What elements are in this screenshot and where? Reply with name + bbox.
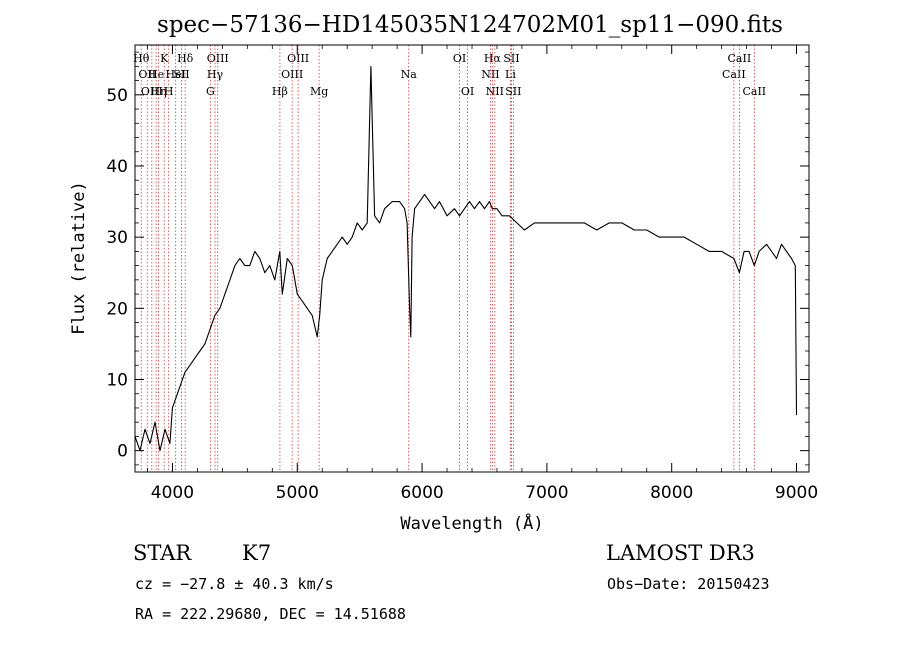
spectral-line-label: OI	[461, 85, 474, 98]
spectral-line-label: Mg	[310, 85, 328, 98]
x-tick-label: 9000	[775, 483, 818, 503]
y-tick-label: 30	[106, 228, 128, 248]
x-tick-label: 6000	[400, 483, 443, 503]
spectral-line-label: OI	[453, 52, 466, 65]
survey-name: LAMOST DR3	[606, 541, 755, 565]
spectral-line-markers: HθOIIOIIIHeHηKHHeISIIHδGHγOIIIHβOIIIOIII…	[133, 45, 766, 472]
spectral-line-label: CaII	[742, 85, 766, 98]
spectral-line-label: SII	[505, 85, 521, 98]
y-tick-label: 0	[117, 442, 128, 462]
object-subclass: K7	[242, 541, 271, 565]
plot-frame	[134, 44, 810, 473]
spectral-line-label: SII	[173, 68, 189, 81]
spectral-line-label: Hγ	[207, 68, 224, 81]
spectral-line-label: Hθ	[133, 52, 150, 65]
spectral-line-label: CaII	[728, 52, 752, 65]
spectral-line-label: H	[164, 85, 174, 98]
spectral-line-label: Hη	[150, 85, 166, 98]
spectral-line-label: Hβ	[272, 85, 288, 98]
x-tick-label: 4000	[151, 483, 194, 503]
spectral-line-label: NII	[486, 85, 504, 98]
spectral-line-label: Hδ	[177, 52, 194, 65]
spectral-line-label: OIII	[207, 52, 229, 65]
y-tick-label: 20	[106, 299, 128, 319]
coordinates: RA = 222.29680, DEC = 14.51688	[135, 605, 406, 623]
spectral-line-label: CaII	[722, 68, 746, 81]
spectral-line-label: Na	[401, 68, 418, 81]
observation-date: Obs−Date: 20150423	[607, 575, 770, 593]
spectral-line-label: G	[206, 85, 215, 98]
spectral-line-label: NII	[481, 68, 499, 81]
y-tick-label: 50	[106, 86, 128, 106]
x-tick-label: 8000	[650, 483, 693, 503]
spectral-line-label: K	[160, 52, 169, 65]
y-tick-label: 40	[106, 157, 128, 177]
axis-ticks: 4000 5000 6000 7000 8000 9000 0 10 20 30 40 50	[106, 45, 818, 503]
spectral-line-label: OIII	[141, 85, 163, 98]
chart-title: spec−57136−HD145035N124702M01_sp11−090.f…	[157, 12, 783, 38]
spectral-line-label: He	[148, 68, 164, 81]
x-tick-label: 7000	[525, 483, 568, 503]
object-class: STAR	[133, 541, 192, 565]
spectral-line-label: OIII	[281, 68, 303, 81]
y-axis-label: Flux (relative)	[69, 181, 89, 335]
spectral-line-label: Li	[505, 68, 516, 81]
x-axis-label: Wavelength (Å)	[400, 512, 543, 534]
x-tick-label: 5000	[276, 483, 319, 503]
spectrum-series	[134, 65, 798, 452]
spectral-line-label: Hα	[484, 52, 502, 65]
y-tick-label: 10	[106, 370, 128, 390]
spectral-line-label: SII	[503, 52, 519, 65]
redshift-cz: cz = −27.8 ± 40.3 km/s	[135, 575, 334, 593]
spectral-line-label: HeI	[165, 68, 185, 81]
spectral-line-label: OIII	[287, 52, 309, 65]
spectrum-line	[134, 65, 798, 452]
